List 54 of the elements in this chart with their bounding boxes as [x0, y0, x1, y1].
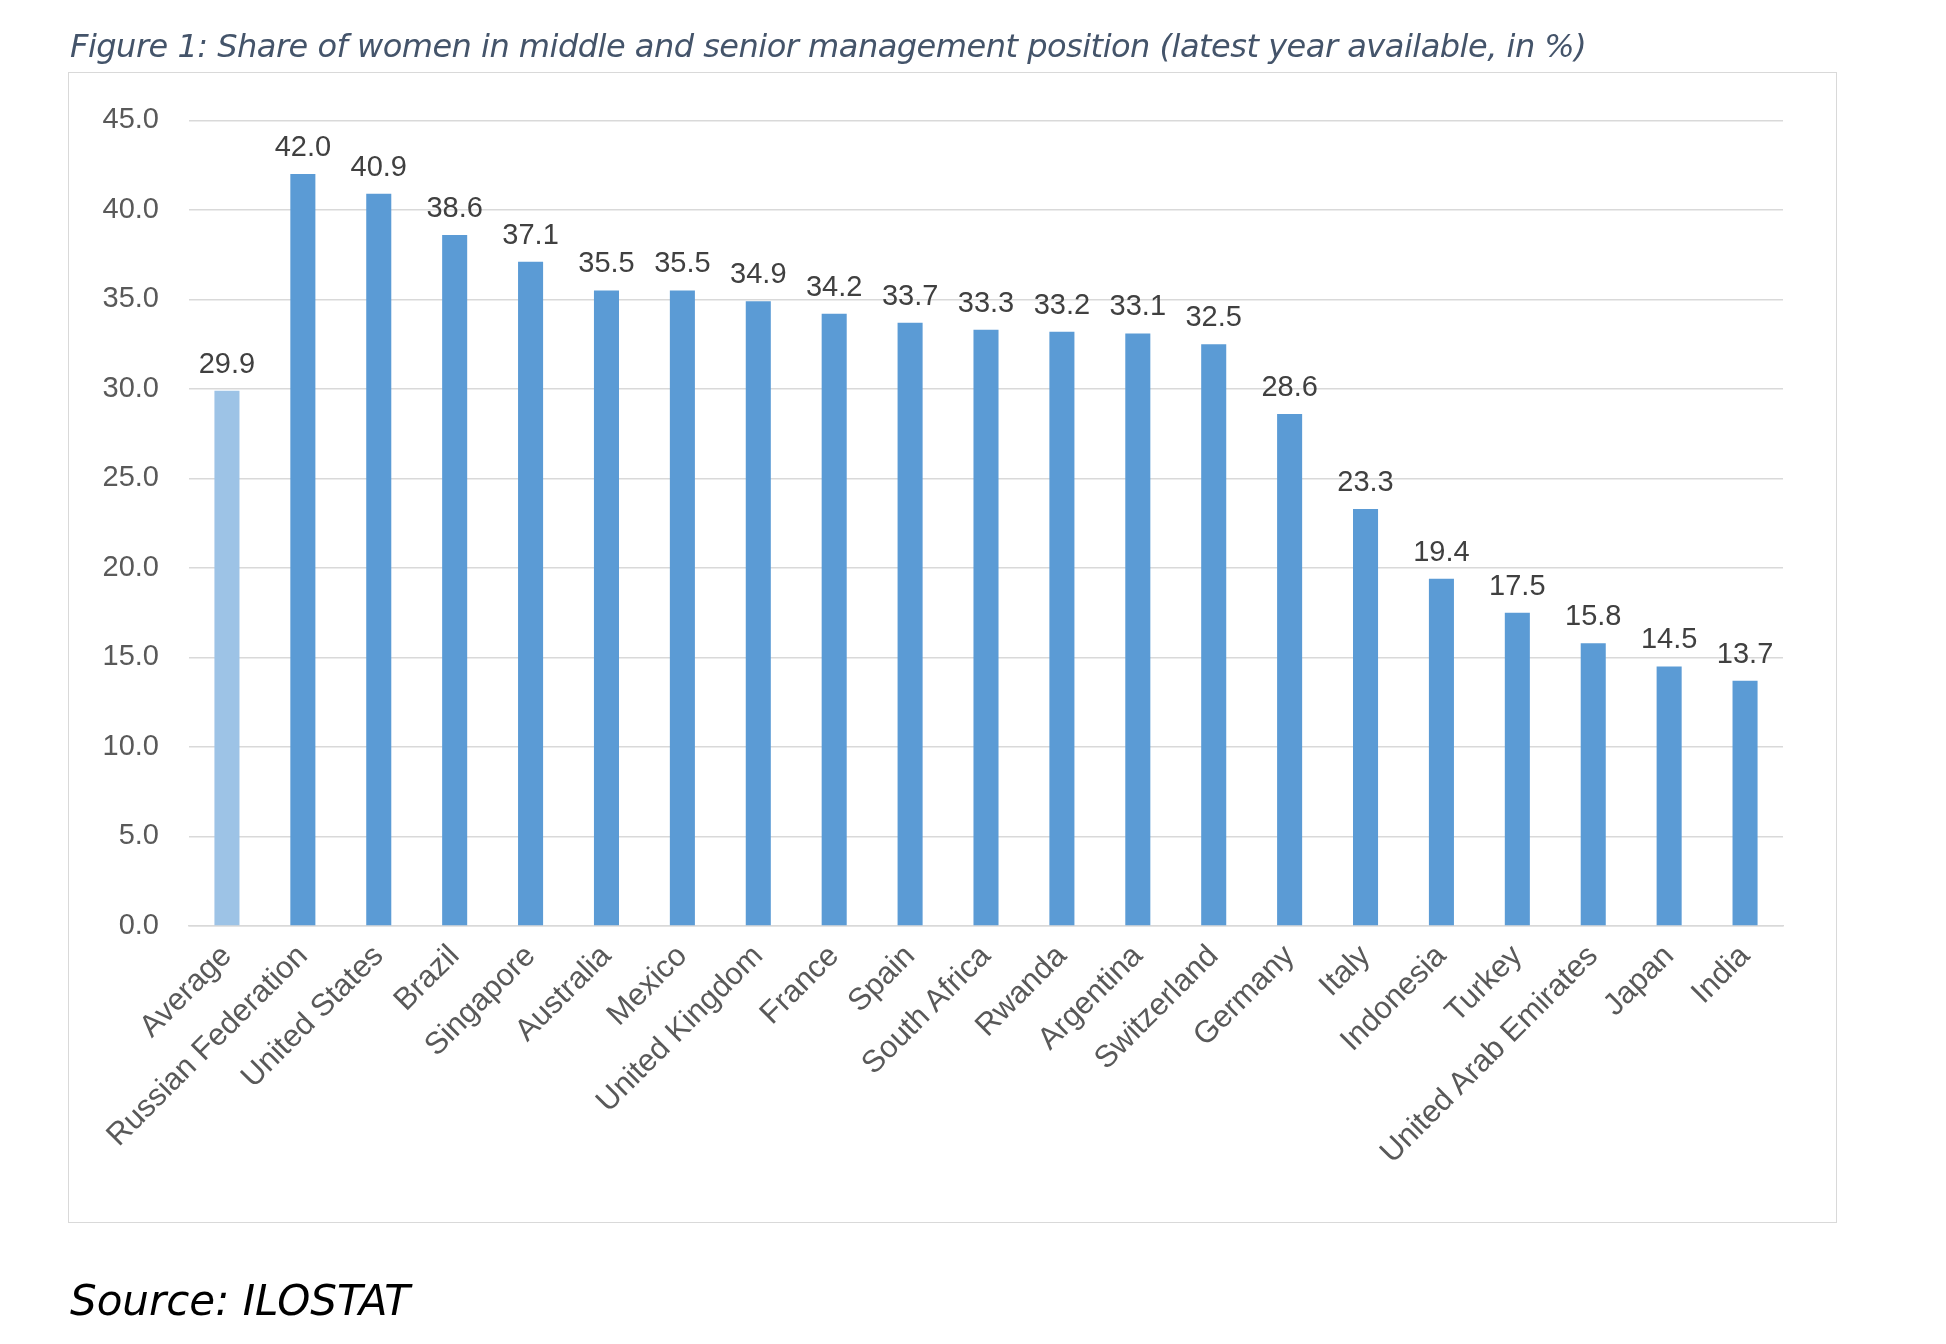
- data-label: 35.5: [654, 246, 711, 279]
- data-label: 17.5: [1489, 568, 1546, 601]
- bar: [1580, 643, 1606, 926]
- data-label: 33.7: [881, 278, 939, 311]
- bar: [1428, 578, 1454, 926]
- data-label: 32.5: [1185, 300, 1242, 333]
- bar: [442, 234, 468, 926]
- y-tick-label: 20.0: [102, 549, 159, 582]
- data-label: 33.2: [1033, 287, 1091, 320]
- y-tick-label: 40.0: [102, 191, 159, 224]
- bar: [973, 329, 999, 926]
- data-label: 35.5: [578, 246, 635, 279]
- y-tick-label: 35.0: [102, 281, 159, 314]
- bar: [821, 313, 847, 926]
- bar: [1732, 680, 1758, 926]
- bar: [1504, 612, 1530, 926]
- data-label: 29.9: [198, 346, 256, 379]
- bar: [669, 290, 695, 926]
- chart-title: Figure 1: Share of women in middle and senior management position (latest year available, in %): [70, 27, 1587, 65]
- y-tick-label: 30.0: [102, 370, 159, 403]
- bar: [1125, 333, 1151, 926]
- data-label: 40.9: [350, 149, 407, 182]
- source-note: Source: ILOSTAT: [70, 1276, 411, 1325]
- data-label: 33.3: [957, 285, 1015, 318]
- data-label: 14.5: [1640, 622, 1698, 655]
- bar: [290, 174, 316, 926]
- data-label: 38.6: [426, 190, 483, 223]
- data-label: 34.9: [730, 257, 787, 290]
- bar: [745, 301, 771, 926]
- data-label: 19.4: [1413, 534, 1470, 567]
- data-label: 13.7: [1716, 636, 1774, 669]
- y-tick-label: 45.0: [102, 102, 159, 135]
- bar: [1353, 508, 1379, 926]
- y-tick-label: 10.0: [102, 728, 159, 761]
- data-label: 33.1: [1109, 289, 1167, 322]
- bar: [1656, 666, 1682, 926]
- y-tick-label: 15.0: [102, 639, 159, 672]
- bar: [214, 390, 240, 926]
- y-tick-label: 5.0: [118, 818, 159, 851]
- bar: [593, 290, 619, 926]
- data-label: 34.2: [805, 269, 863, 302]
- bar: [518, 261, 544, 926]
- bar: [366, 193, 392, 926]
- data-label: 28.6: [1261, 370, 1318, 402]
- data-label: 37.1: [502, 217, 559, 250]
- y-tick-label: 25.0: [102, 460, 159, 493]
- bar: [1049, 331, 1075, 926]
- bar: [1277, 414, 1303, 926]
- bar: [897, 322, 923, 926]
- data-label: 42.0: [274, 130, 332, 163]
- data-label: 23.3: [1337, 464, 1394, 497]
- data-label: 15.8: [1565, 599, 1622, 632]
- y-tick-label: 0.0: [118, 908, 159, 940]
- bar: [1201, 344, 1227, 926]
